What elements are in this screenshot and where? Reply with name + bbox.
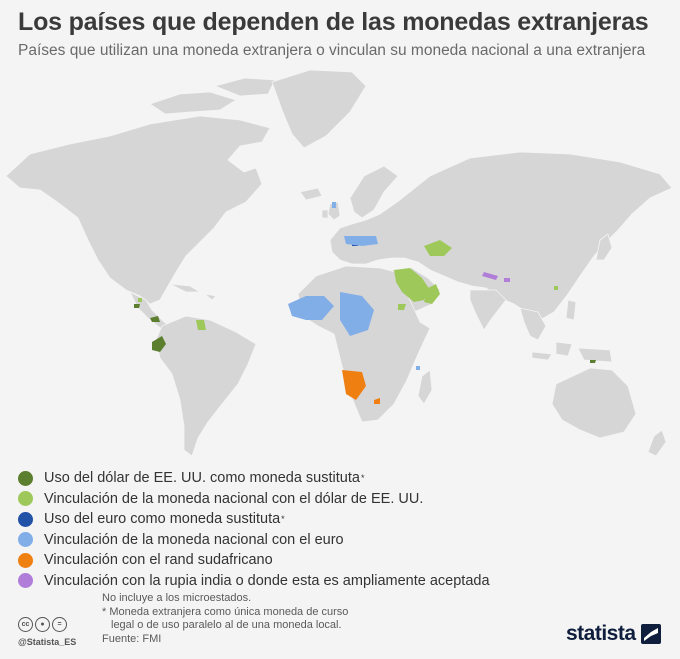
legend-item-euro-peg: Vinculación de la moneda nacional con el… <box>18 530 490 551</box>
saudi-arabia-region <box>394 268 430 302</box>
belize-region <box>138 298 142 302</box>
land-north-america <box>5 115 271 305</box>
license-icons: cc ● = <box>18 617 67 632</box>
el-salvador-region <box>134 304 140 308</box>
ecuador-region <box>152 336 166 352</box>
land-australia <box>551 367 637 439</box>
central-africa-region <box>340 292 374 336</box>
attribution-icon: ● <box>35 617 50 632</box>
bulgaria-bosnia-region <box>344 236 378 246</box>
guyana-suriname-region <box>196 320 206 330</box>
brand-name: statista <box>566 622 636 645</box>
legend-item-usd-substitute: Uso del dólar de EE. UU. como moneda sus… <box>18 468 490 489</box>
comoros-region <box>416 366 420 370</box>
legend-item-euro-substitute: Uso del euro como moneda sustituta * <box>18 509 490 530</box>
land-greenland <box>271 69 367 149</box>
rand-peg-regions <box>342 370 380 404</box>
legend-label: Uso del euro como moneda sustituta <box>44 511 281 528</box>
legend: Uso del dólar de EE. UU. como moneda sus… <box>18 468 490 591</box>
oman-region <box>424 284 440 304</box>
legend-mark: * <box>360 473 365 484</box>
legend-swatch <box>18 552 33 568</box>
legend-swatch <box>18 573 33 589</box>
legend-label: Vinculación de la moneda nacional con el… <box>44 531 344 548</box>
legend-label: Uso del dólar de EE. UU. como moneda sus… <box>44 470 360 487</box>
world-map <box>5 69 673 457</box>
land-arctic-islands <box>149 91 237 115</box>
usd-peg-regions <box>138 240 558 330</box>
note-asterisk: * Moneda extranjera como única moneda de… <box>102 605 349 618</box>
usd-substitute-regions <box>134 304 596 363</box>
statista-logo-icon <box>640 624 661 644</box>
euro-peg-regions <box>288 202 420 370</box>
denmark-region <box>332 202 336 208</box>
legend-label: Vinculación de la moneda nacional con el… <box>44 490 424 507</box>
source-note: Fuente: FMI <box>102 632 162 645</box>
chart-subtitle: Países que utilizan una moneda extranjer… <box>18 42 646 59</box>
note-asterisk-cont: legal o de uso paralelo al de una moneda… <box>111 619 342 631</box>
legend-item-usd-peg: Vinculación de la moneda nacional con el… <box>18 489 490 510</box>
panama-region <box>150 316 160 322</box>
west-africa-region <box>288 296 334 320</box>
land-scandinavia <box>349 165 399 219</box>
rupee-peg-regions <box>482 272 510 282</box>
legend-mark: * <box>281 514 285 525</box>
no-derivatives-icon: = <box>52 617 67 632</box>
namibia-region <box>342 370 366 400</box>
statista-logo: statista <box>566 622 661 646</box>
bhutan-region <box>504 278 510 282</box>
legend-swatch <box>18 491 33 507</box>
legend-item-rand-peg: Vinculación con el rand sudafricano <box>18 550 490 571</box>
note-microstates: No incluye a los microestados. <box>102 592 252 604</box>
land-india <box>469 289 507 331</box>
social-handle: @Statista_ES <box>18 637 77 647</box>
legend-swatch <box>18 470 33 486</box>
eritrea-region <box>398 304 406 310</box>
timor-leste-region <box>590 360 596 363</box>
footnotes: No incluye a los microestados. * Moneda … <box>102 592 348 646</box>
land-south-america <box>155 315 257 457</box>
cc-icon: cc <box>18 617 33 632</box>
turkmenistan-region <box>424 240 452 256</box>
land-eurasia <box>329 151 673 321</box>
legend-item-rupee-peg: Vinculación con la rupia india o donde e… <box>18 571 490 592</box>
legend-swatch <box>18 532 33 548</box>
lesotho-eswatini-region <box>374 398 380 404</box>
chart-title: Los países que dependen de las monedas e… <box>18 8 649 36</box>
nepal-region <box>482 272 498 280</box>
legend-label: Vinculación con el rand sudafricano <box>44 552 273 569</box>
legend-label: Vinculación con la rupia india o donde e… <box>44 572 490 589</box>
hong-kong-region <box>554 286 558 290</box>
legend-swatch <box>18 511 33 527</box>
